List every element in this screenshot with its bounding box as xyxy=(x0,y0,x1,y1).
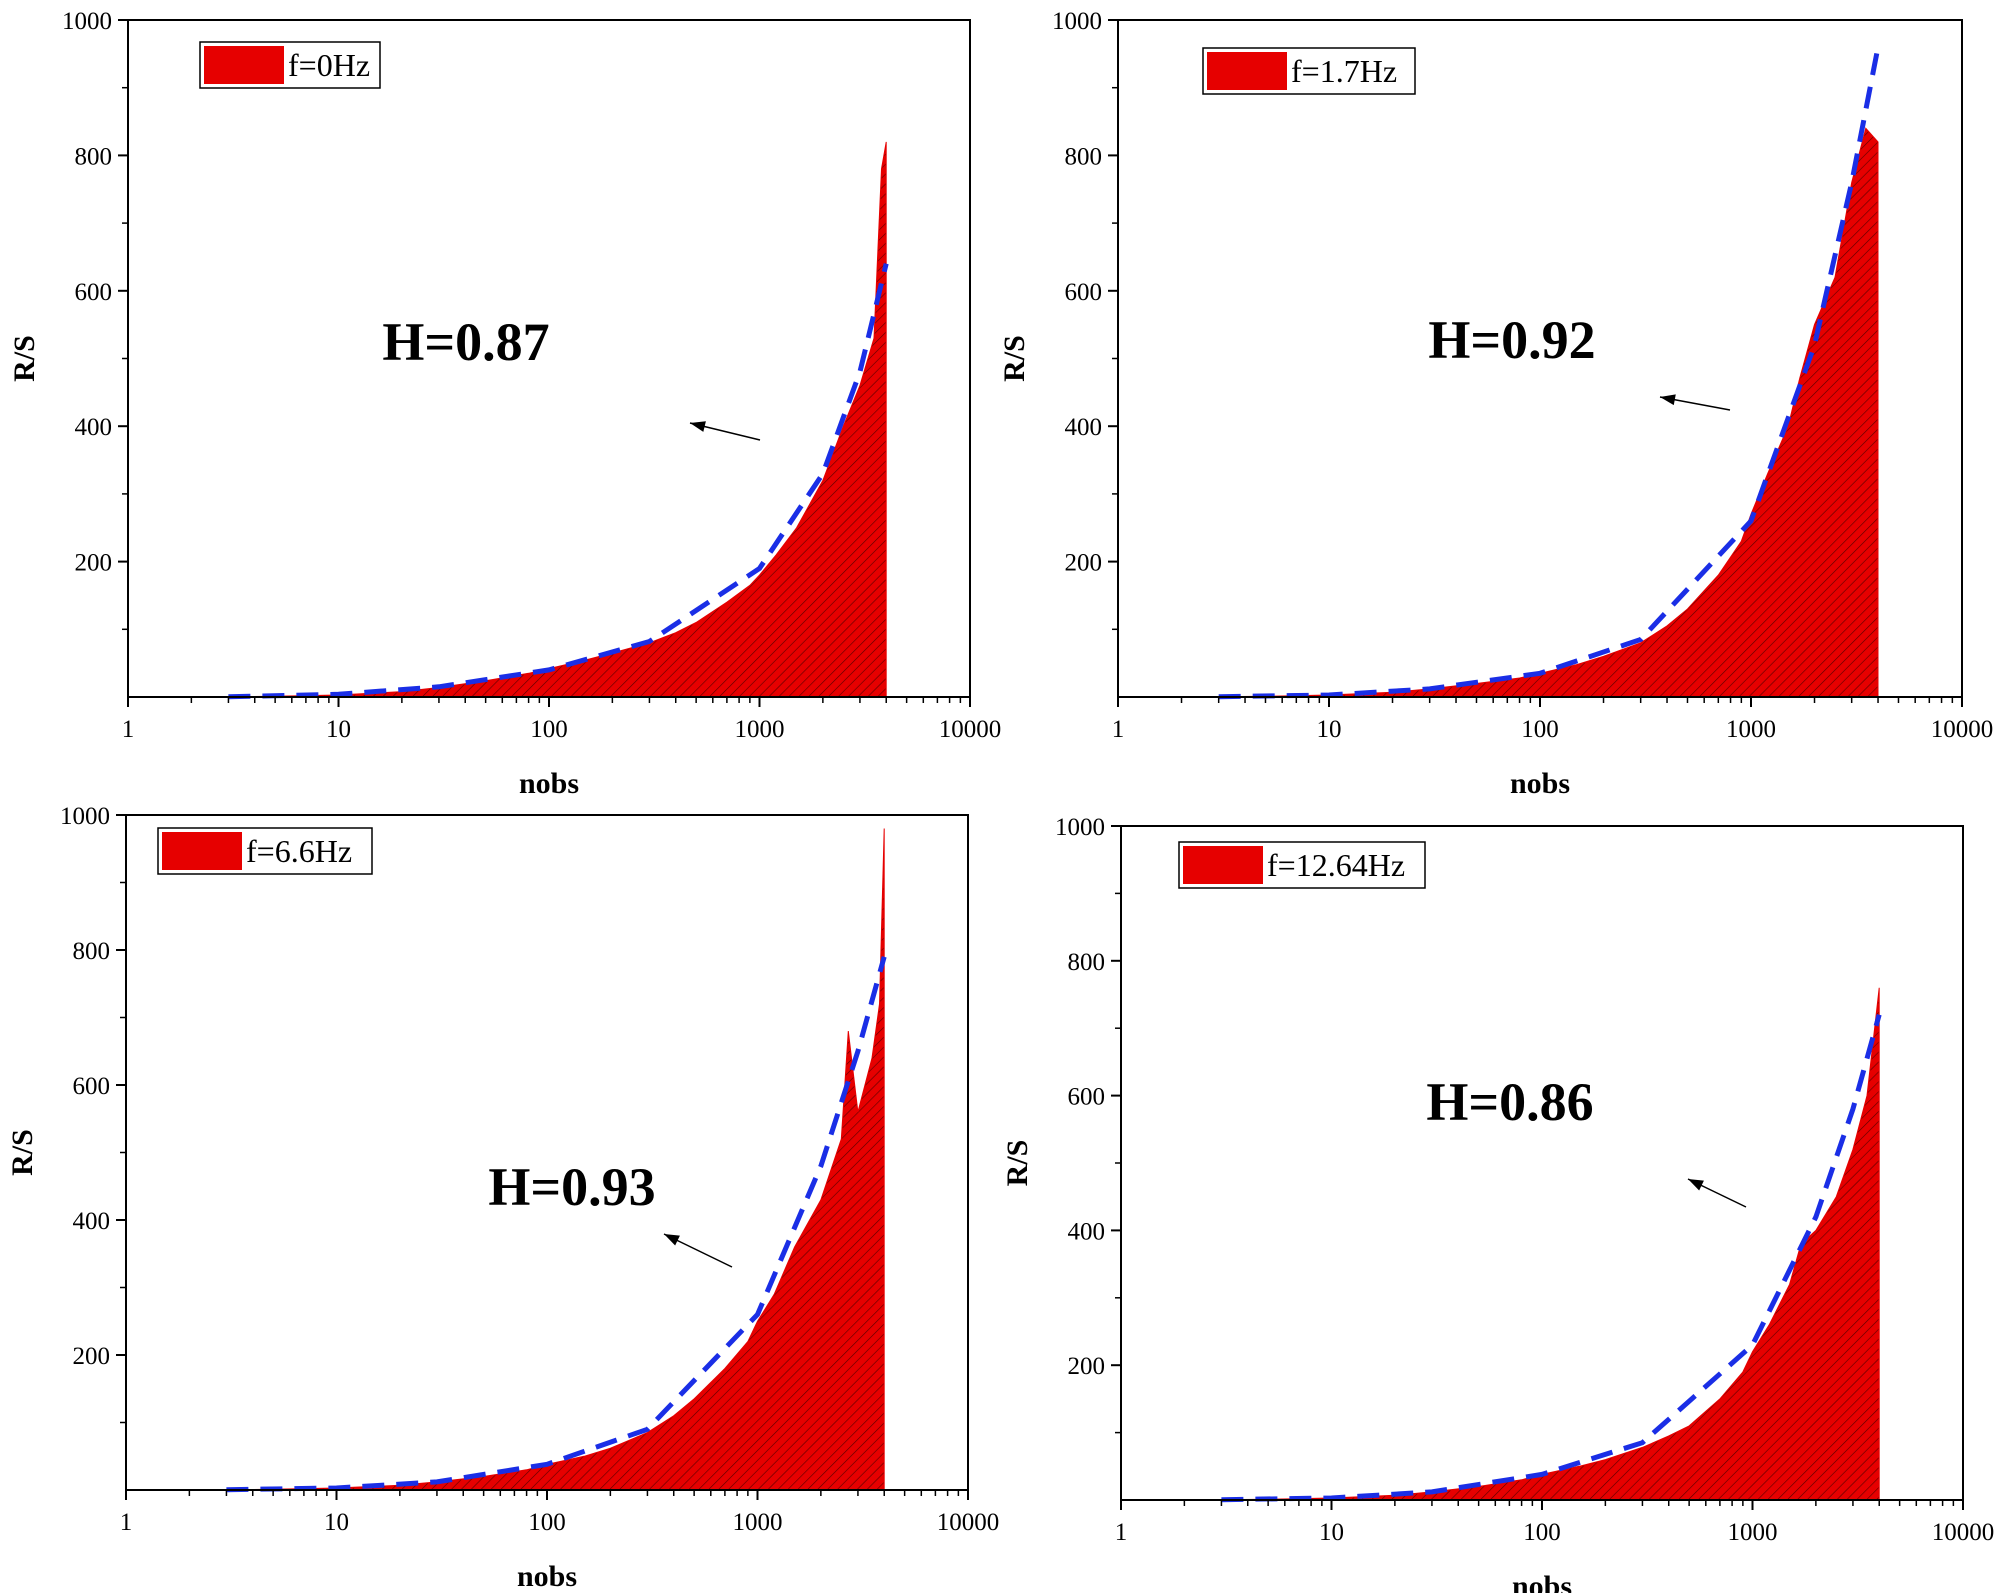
x-tick-label: 1 xyxy=(122,716,135,743)
legend-swatch xyxy=(1183,846,1263,884)
arrow-head xyxy=(664,1234,680,1246)
y-tick-label: 1000 xyxy=(60,803,110,830)
arrow-head xyxy=(1688,1179,1704,1191)
chart-panel-top-right: 1 10 100 1000 10000 200 400 600 800 1000 nobs R/S f=… xyxy=(998,8,1993,800)
x-tick-label: 1 xyxy=(120,1509,133,1536)
y-tick-label: 800 xyxy=(1065,143,1103,170)
y-tick-label: 400 xyxy=(1068,1218,1106,1245)
x-tick-label: 1 xyxy=(1115,1519,1128,1546)
legend-label: f=6.6Hz xyxy=(246,833,352,869)
hurst-exponent-label: H=0.86 xyxy=(1426,1072,1593,1132)
y-tick-label: 400 xyxy=(75,414,113,441)
x-axis-title: nobs xyxy=(519,767,579,800)
y-tick-label: 600 xyxy=(1065,279,1103,306)
fit-line xyxy=(226,956,887,1493)
x-tick-label: 100 xyxy=(1521,716,1559,743)
y-axis-title: R/S xyxy=(998,335,1031,382)
rs-area-series xyxy=(227,141,887,698)
chart-panel-bottom-right: 1 10 100 1000 10000 200 400 600 800 1000 nobs R/S f=… xyxy=(1001,814,1994,1593)
y-axis-title: R/S xyxy=(1001,1140,1034,1187)
chart-panel-bottom-left: 1 10 100 1000 10000 200 400 600 800 1000 nobs R/S f=… xyxy=(6,803,999,1593)
legend-swatch xyxy=(162,832,242,870)
fit-line xyxy=(1221,1014,1882,1503)
arrow-head xyxy=(690,421,706,432)
y-tick-label: 1000 xyxy=(1055,814,1105,841)
x-tick-label: 10 xyxy=(1317,716,1342,743)
hurst-exponent-label: H=0.92 xyxy=(1428,310,1595,370)
y-tick-label: 400 xyxy=(73,1208,111,1235)
y-tick-label: 600 xyxy=(1068,1084,1106,1111)
x-tick-label: 100 xyxy=(528,1509,566,1536)
y-tick-label: 600 xyxy=(75,279,113,306)
hurst-exponent-label: H=0.93 xyxy=(488,1157,655,1217)
y-tick-label: 1000 xyxy=(1052,8,1102,35)
legend-label: f=12.64Hz xyxy=(1267,847,1405,883)
y-tick-label: 200 xyxy=(1065,550,1103,577)
x-tick-label: 10000 xyxy=(937,1509,1000,1536)
y-tick-label: 200 xyxy=(1068,1353,1106,1380)
legend-label: f=0Hz xyxy=(288,47,370,83)
x-tick-label: 100 xyxy=(530,716,568,743)
x-axis-title: nobs xyxy=(1512,1570,1572,1593)
x-tick-label: 1 xyxy=(1112,716,1125,743)
y-tick-label: 1000 xyxy=(62,8,112,35)
legend-label: f=1.7Hz xyxy=(1291,53,1397,89)
fit-line xyxy=(1218,46,1881,700)
chart-panel-top-left: 1 10 100 1000 10000 200 400 600 800 1000 nobs R/S f=… xyxy=(8,8,1001,800)
x-tick-label: 1000 xyxy=(1726,716,1776,743)
legend-swatch xyxy=(204,46,284,84)
legend-swatch xyxy=(1207,52,1287,90)
rs-area-series xyxy=(1218,127,1879,698)
y-tick-label: 800 xyxy=(73,938,111,965)
hurst-exponent-label: H=0.87 xyxy=(382,312,549,372)
x-tick-label: 10000 xyxy=(1932,1519,1995,1546)
x-tick-label: 10 xyxy=(326,716,351,743)
x-tick-label: 10 xyxy=(324,1509,349,1536)
y-axis-title: R/S xyxy=(8,335,41,382)
fit-line xyxy=(228,263,889,700)
x-tick-label: 1000 xyxy=(733,1509,783,1536)
x-tick-label: 10 xyxy=(1319,1519,1344,1546)
y-tick-label: 200 xyxy=(73,1343,111,1370)
x-tick-label: 10000 xyxy=(939,716,1002,743)
y-tick-label: 400 xyxy=(1065,414,1103,441)
y-tick-label: 600 xyxy=(73,1073,111,1100)
x-tick-label: 100 xyxy=(1523,1519,1561,1546)
y-tick-label: 800 xyxy=(75,143,113,170)
x-tick-label: 1000 xyxy=(1728,1519,1778,1546)
x-tick-label: 1000 xyxy=(735,716,785,743)
rs-area-series xyxy=(1220,987,1880,1501)
arrow-head xyxy=(1660,394,1676,406)
y-axis-title: R/S xyxy=(6,1129,39,1176)
x-tick-label: 10000 xyxy=(1931,716,1994,743)
x-axis-title: nobs xyxy=(1510,767,1570,800)
y-tick-label: 200 xyxy=(75,550,113,577)
rs-area-series xyxy=(225,828,885,1491)
x-axis-title: nobs xyxy=(517,1560,577,1593)
y-tick-label: 800 xyxy=(1068,949,1106,976)
